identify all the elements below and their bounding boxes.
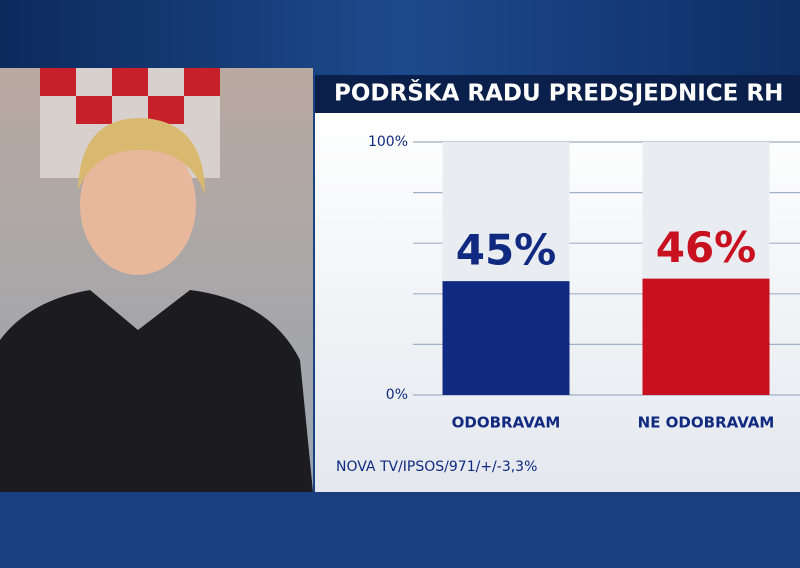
photo-detail [0, 68, 313, 492]
y-tick-label: 0% [386, 387, 408, 403]
bar [442, 281, 570, 395]
bar [642, 278, 770, 395]
x-tick-label: NE ODOBRAVAM [638, 414, 775, 432]
value-label: 45% [456, 226, 557, 275]
chart-title: PODRŠKA RADU PREDSJEDNICE RH [334, 79, 783, 107]
x-tick-label: ODOBRAVAM [452, 414, 561, 432]
bottom-band [0, 492, 800, 568]
title-bar [315, 75, 800, 113]
value-label: 46% [656, 223, 757, 272]
y-tick-label: 100% [368, 134, 408, 150]
source-note: NOVA TV/IPSOS/971/+/-3,3% [336, 459, 537, 475]
